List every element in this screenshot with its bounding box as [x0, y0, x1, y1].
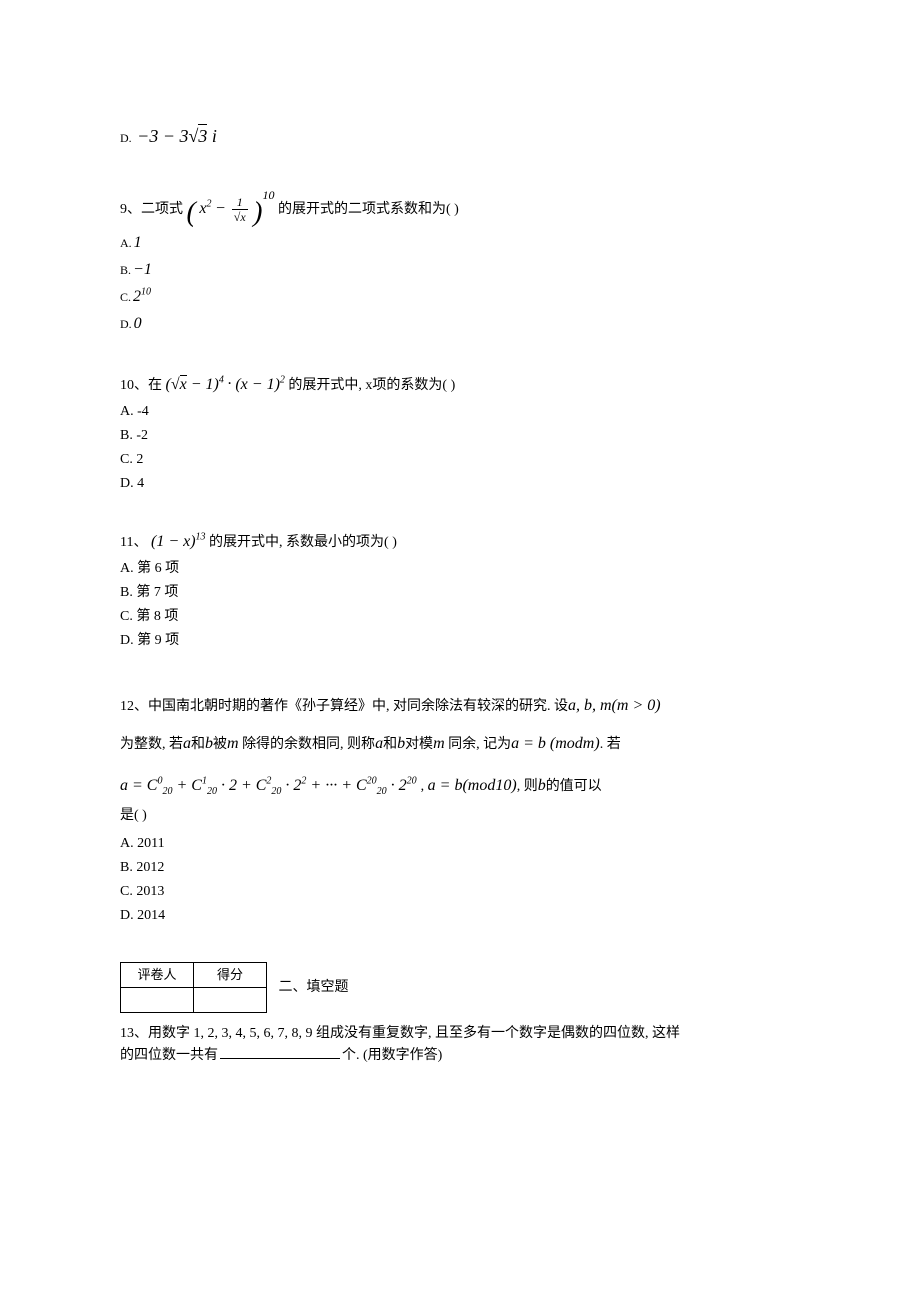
question-12: 12、中国南北朝时期的著作《孙子算经》中, 对同余除法有较深的研究. 设a, b… [120, 687, 800, 926]
q9-option-b: B.−1 [120, 258, 800, 282]
q12-sum: a = C020 + C120 · 2 + C220 · 22 + ··· + … [120, 777, 421, 794]
q9-frac-den: √x [232, 210, 248, 223]
grader-header: 评卷人 [121, 962, 194, 987]
q10-option-a: A. -4 [120, 401, 800, 422]
q11-option-d: D. 第 9 项 [120, 630, 800, 651]
q12-line1-pre: 12、中国南北朝时期的著作《孙子算经》中, 对同余除法有较深的研究. 设 [120, 699, 568, 714]
section-2-title: 二、填空题 [279, 977, 349, 998]
q12-option-a: A. 2011 [120, 833, 800, 854]
q9-lparen: ( [187, 197, 196, 228]
q9-frac-num: 1 [232, 196, 248, 210]
q11-option-c: C. 第 8 项 [120, 606, 800, 627]
q10-option-c: C. 2 [120, 449, 800, 470]
question-8-fragment: D. −3 − 3√3 i [120, 123, 800, 150]
score-cell [194, 987, 267, 1012]
q9-stem-prefix: 9、二项式 [120, 199, 183, 220]
q9-x2: x2 [199, 200, 211, 217]
question-10: 10、在 (√x − 1)4 · (x − 1)2 的展开式中, x项的系数为(… [120, 372, 800, 493]
q12-option-d: D. 2014 [120, 905, 800, 926]
q9-frac: 1 √x [232, 196, 248, 223]
q11-option-a: A. 第 6 项 [120, 558, 800, 579]
score-header: 得分 [194, 962, 267, 987]
q9-option-a: A.1 [120, 231, 800, 255]
q12-option-c: C. 2013 [120, 881, 800, 902]
q12-vars: a, b, m(m > 0) [568, 697, 661, 714]
q13-line1: 13、用数字 1, 2, 3, 4, 5, 6, 7, 8, 9 组成没有重复数… [120, 1023, 800, 1044]
q13-line2: 的四位数一共有个. (用数字作答) [120, 1044, 800, 1066]
q12-mod10: a = b(mod10) [428, 777, 517, 794]
q13-blank [220, 1044, 340, 1059]
section-2-header: 评卷人 得分 二、填空题 [120, 962, 800, 1013]
q9-exp: 10 [262, 188, 274, 202]
q8-d-math: −3 − 3√3 i [137, 124, 217, 146]
q9-minus: − [215, 200, 230, 217]
q10-expr2: (x − 1)2 [235, 376, 285, 393]
question-9: 9、二项式 ( x2 − 1 √x )10 的展开式的二项式系数和为( ) A.… [120, 186, 800, 336]
q8-d-label: D. [120, 131, 132, 145]
question-13: 13、用数字 1, 2, 3, 4, 5, 6, 7, 8, 9 组成没有重复数… [120, 1023, 800, 1066]
q11-option-b: B. 第 7 项 [120, 582, 800, 603]
q11-expr: (1 − x)13 [151, 533, 206, 550]
q9-stem-suffix: 的展开式的二项式系数和为( ) [278, 199, 459, 220]
score-box: 评卷人 得分 [120, 962, 267, 1013]
q10-option-d: D. 4 [120, 473, 800, 494]
q11-prefix: 11、 [120, 532, 147, 553]
q9-option-c: C.210 [120, 285, 800, 309]
question-11: 11、 (1 − x)13 的展开式中, 系数最小的项为( ) A. 第 6 项… [120, 530, 800, 651]
q10-suffix: 的展开式中, x项的系数为( ) [288, 375, 455, 396]
q9-option-d: D.0 [120, 312, 800, 336]
grader-cell [121, 987, 194, 1012]
q12-option-b: B. 2012 [120, 857, 800, 878]
q10-prefix: 10、在 [120, 375, 162, 396]
q12-modm: a = b (modm) [511, 735, 600, 752]
q10-option-b: B. -2 [120, 425, 800, 446]
q10-expr1: (√x − 1)4 [166, 376, 224, 393]
q8-option-d: D. −3 − 3√3 i [120, 123, 800, 150]
q11-suffix: 的展开式中, 系数最小的项为( ) [209, 532, 397, 553]
